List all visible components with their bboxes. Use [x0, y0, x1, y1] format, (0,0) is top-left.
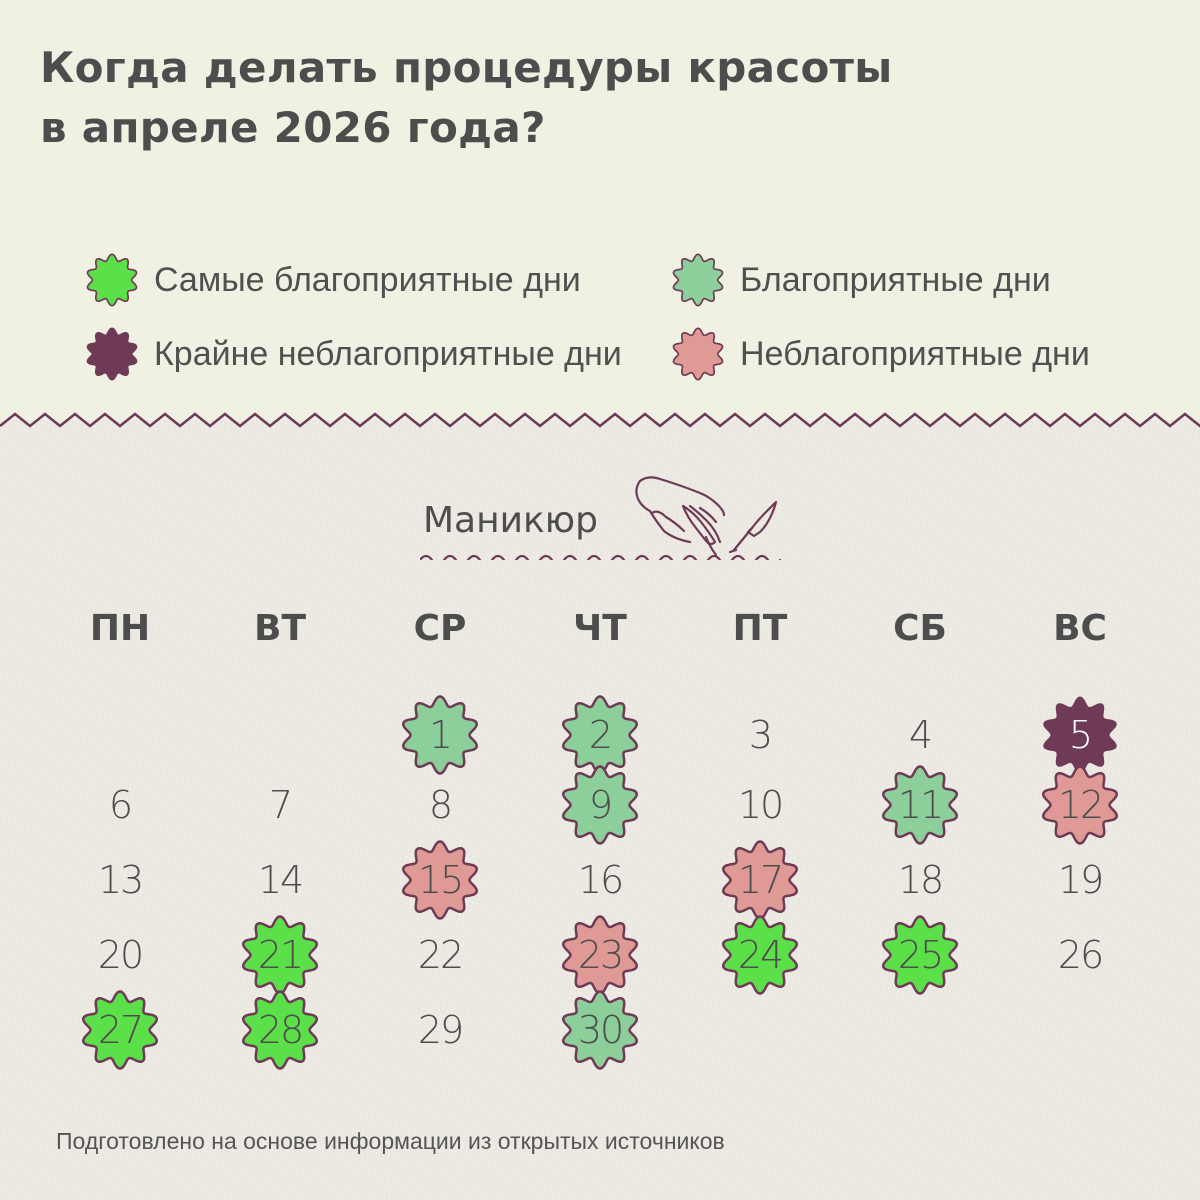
legend-label: Крайне неблагоприятные дни — [154, 334, 622, 373]
flower-badge-icon — [672, 253, 724, 307]
day-number: 14 — [257, 858, 304, 902]
calendar-day: 24 — [718, 913, 802, 997]
flower-badge-icon — [881, 765, 959, 845]
calendar-day: 2 — [558, 693, 642, 777]
day-number: 13 — [97, 858, 144, 902]
title-line-1: Когда делать процедуры красоты — [40, 43, 893, 92]
day-number: 3 — [748, 713, 773, 757]
calendar-day: 14 — [238, 838, 322, 922]
day-number: 26 — [1057, 933, 1104, 977]
zigzag-divider — [0, 412, 1200, 428]
calendar-day: 30 — [558, 988, 642, 1072]
weekday-thu: ЧТ — [573, 608, 627, 649]
calendar-day: 4 — [878, 693, 962, 777]
day-number: 5 — [1068, 713, 1093, 757]
flower-badge-icon — [1041, 765, 1119, 845]
calendar-day: 3 — [718, 693, 802, 777]
weekday-wed: СР — [413, 608, 467, 649]
day-number: 12 — [1057, 783, 1104, 827]
calendar-day: 28 — [238, 988, 322, 1072]
day-number: 24 — [737, 933, 784, 977]
weekday-fri: ПТ — [732, 608, 788, 649]
day-number: 6 — [108, 783, 133, 827]
day-number: 10 — [737, 783, 784, 827]
day-number: 28 — [257, 1008, 304, 1052]
flower-badge-icon — [1043, 696, 1117, 774]
calendar-day: 13 — [78, 838, 162, 922]
hand-with-nail-polish-icon — [420, 476, 782, 560]
flower-badge-icon — [401, 840, 479, 920]
day-number: 16 — [577, 858, 624, 902]
flower-badge-icon — [561, 990, 639, 1070]
flower-badge-icon — [401, 695, 479, 775]
weekday-tue: ВТ — [254, 608, 306, 649]
calendar-day: 12 — [1038, 763, 1122, 847]
flower-badge-icon — [721, 915, 799, 995]
calendar-day: 22 — [398, 913, 482, 997]
calendar-day: 26 — [1038, 913, 1122, 997]
legend-item-bad: Неблагоприятные дни — [670, 326, 1090, 382]
flower-badge-icon — [86, 327, 138, 381]
flower-badge-icon — [86, 253, 138, 307]
day-number: 21 — [257, 933, 304, 977]
calendar-day: 11 — [878, 763, 962, 847]
legend-item-good: Благоприятные дни — [670, 252, 1051, 308]
source-note: Подготовлено на основе информации из отк… — [56, 1128, 725, 1154]
day-number: 11 — [897, 783, 944, 827]
weekday-sat: СБ — [893, 608, 947, 649]
day-number: 2 — [588, 713, 613, 757]
page-title: Когда делать процедуры красоты в апреле … — [40, 38, 893, 158]
flower-badge-icon — [241, 990, 319, 1070]
calendar-day: 19 — [1038, 838, 1122, 922]
legend-item-very-bad: Крайне неблагоприятные дни — [84, 326, 622, 382]
day-number: 25 — [897, 933, 944, 977]
legend-label: Неблагоприятные дни — [740, 334, 1090, 373]
day-number: 4 — [908, 713, 933, 757]
day-number: 17 — [737, 858, 784, 902]
day-number: 7 — [268, 783, 293, 827]
calendar-day: 5 — [1038, 693, 1122, 777]
calendar-day: 21 — [238, 913, 322, 997]
day-number: 19 — [1057, 858, 1104, 902]
calendar-day: 27 — [78, 988, 162, 1072]
legend-label: Самые благоприятные дни — [154, 260, 581, 299]
day-number: 15 — [417, 858, 464, 902]
flower-badge-icon — [561, 765, 639, 845]
calendar-day: 15 — [398, 838, 482, 922]
calendar-day: 1 — [398, 693, 482, 777]
calendar-day: 16 — [558, 838, 642, 922]
flower-badge-icon — [81, 990, 159, 1070]
calendar-day: 10 — [718, 763, 802, 847]
title-line-2: в апреле 2026 года? — [40, 103, 546, 152]
day-number: 29 — [417, 1008, 464, 1052]
calendar-day: 17 — [718, 838, 802, 922]
calendar-day: 29 — [398, 988, 482, 1072]
calendar-day: 20 — [78, 913, 162, 997]
header-panel — [0, 0, 1200, 425]
calendar-day: 18 — [878, 838, 962, 922]
calendar-day: 8 — [398, 763, 482, 847]
calendar-day: 7 — [238, 763, 322, 847]
flower-badge-icon — [881, 915, 959, 995]
day-number: 27 — [97, 1008, 144, 1052]
calendar-day: 25 — [878, 913, 962, 997]
day-number: 23 — [577, 933, 624, 977]
section-title: Маникюр — [423, 500, 598, 541]
day-number: 20 — [97, 933, 144, 977]
calendar-day: 6 — [78, 763, 162, 847]
day-number: 30 — [577, 1008, 624, 1052]
weekday-sun: ВС — [1053, 608, 1107, 649]
day-number: 22 — [417, 933, 464, 977]
legend-label: Благоприятные дни — [740, 260, 1051, 299]
day-number: 1 — [428, 713, 453, 757]
flower-badge-icon — [672, 327, 724, 381]
legend-item-best: Самые благоприятные дни — [84, 252, 581, 308]
weekday-mon: ПН — [89, 608, 151, 649]
day-number: 9 — [588, 783, 613, 827]
day-number: 8 — [428, 783, 453, 827]
day-number: 18 — [897, 858, 944, 902]
calendar-day: 23 — [558, 913, 642, 997]
calendar-day: 9 — [558, 763, 642, 847]
